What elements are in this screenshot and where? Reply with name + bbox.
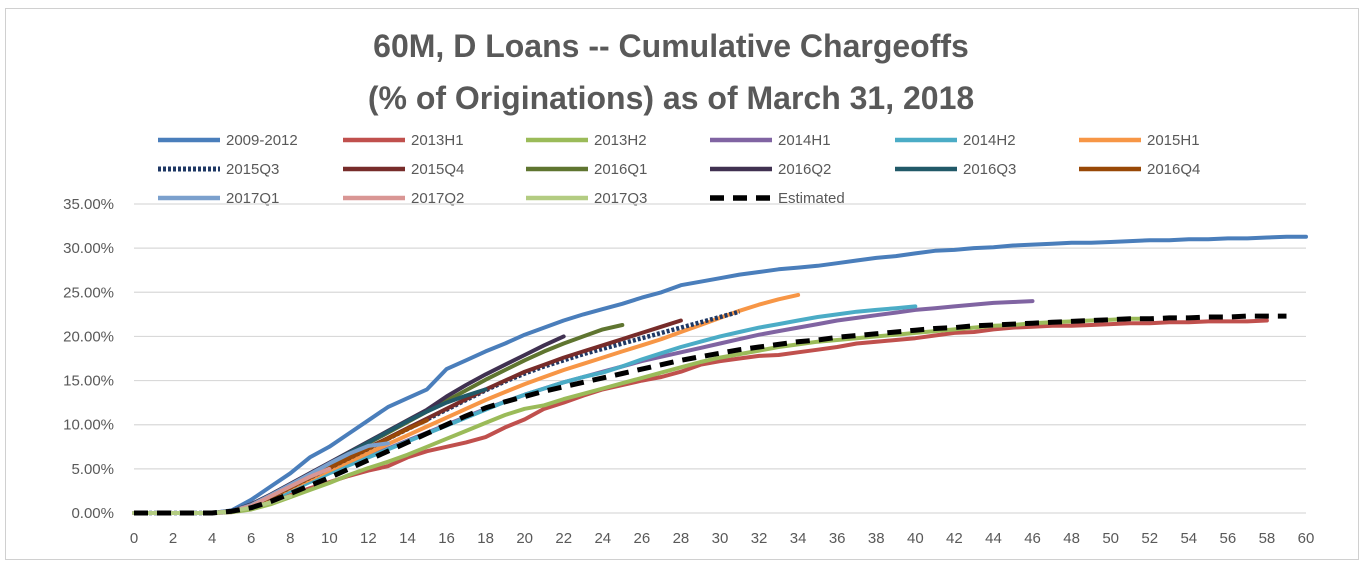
x-tick-label: 44 xyxy=(985,530,1002,547)
x-tick-label: 54 xyxy=(1180,530,1197,547)
y-tick-label: 10.00% xyxy=(63,417,114,434)
legend-label-2017q3: 2017Q3 xyxy=(594,190,647,207)
y-tick-label: 5.00% xyxy=(71,461,114,478)
x-tick-label: 58 xyxy=(1259,530,1276,547)
legend-label-2016q4: 2016Q4 xyxy=(1147,161,1200,178)
x-axis-ticks: 0 2 4 6 8 10 12 14 16 18 20 22 24 26 28 30 32 34 36 38 40 42 4… xyxy=(130,530,1315,547)
series-line-2016q1 xyxy=(132,323,625,515)
x-tick-label: 52 xyxy=(1141,530,1158,547)
legend: 2009-2012 2013H1 2013H2 2014H1 2014H2 2015H1 2… xyxy=(158,132,1200,207)
x-tick-label: 0 xyxy=(130,530,138,547)
legend-label-2013h2: 2013H2 xyxy=(594,132,647,149)
line-chart: 60M, D Loans -- Cumulative Chargeoffs (%… xyxy=(63,28,1315,547)
x-tick-label: 46 xyxy=(1024,530,1041,547)
series-line-2013h1 xyxy=(132,318,1269,515)
x-tick-label: 32 xyxy=(751,530,768,547)
legend-label-estimated: Estimated xyxy=(778,190,845,207)
x-tick-label: 48 xyxy=(1063,530,1080,547)
y-tick-label: 25.00% xyxy=(63,284,114,301)
x-tick-label: 8 xyxy=(286,530,294,547)
y-tick-label: 15.00% xyxy=(63,373,114,390)
y-tick-label: 30.00% xyxy=(63,240,114,257)
legend-label-2014h1: 2014H1 xyxy=(778,132,831,149)
chart-subtitle: (% of Originations) as of March 31, 2018 xyxy=(368,80,974,116)
gridlines xyxy=(134,203,1306,514)
y-tick-label: 35.00% xyxy=(63,196,114,213)
legend-label-2016q1: 2016Q1 xyxy=(594,161,647,178)
x-tick-label: 60 xyxy=(1298,530,1315,547)
series-line-2014h2 xyxy=(132,304,918,515)
x-tick-label: 50 xyxy=(1102,530,1119,547)
x-tick-label: 14 xyxy=(399,530,416,547)
legend-label-2013h1: 2013H1 xyxy=(411,132,464,149)
legend-label-2014h2: 2014H2 xyxy=(963,132,1016,149)
x-tick-label: 2 xyxy=(169,530,177,547)
x-tick-label: 12 xyxy=(360,530,377,547)
x-tick-label: 4 xyxy=(208,530,216,547)
legend-label-2015q4: 2015Q4 xyxy=(411,161,464,178)
legend-label-2017q1: 2017Q1 xyxy=(226,190,279,207)
x-tick-label: 42 xyxy=(946,530,963,547)
x-tick-label: 38 xyxy=(868,530,885,547)
legend-label-2016q2: 2016Q2 xyxy=(778,161,831,178)
x-tick-label: 10 xyxy=(321,530,338,547)
x-tick-label: 36 xyxy=(829,530,846,547)
legend-label-2015q3: 2015Q3 xyxy=(226,161,279,178)
x-tick-label: 30 xyxy=(712,530,729,547)
series-line-estimated xyxy=(134,313,1287,516)
series-lines xyxy=(132,234,1308,516)
series-line-2015q4 xyxy=(132,318,683,515)
chart-area[interactable]: 60M, D Loans -- Cumulative Chargeoffs (%… xyxy=(5,8,1359,560)
x-tick-label: 18 xyxy=(477,530,494,547)
legend-label-2016q3: 2016Q3 xyxy=(963,161,1016,178)
legend-label-2009-2012: 2009-2012 xyxy=(226,132,298,149)
series-line-2009-2012 xyxy=(132,234,1308,515)
x-tick-label: 28 xyxy=(673,530,690,547)
x-tick-label: 40 xyxy=(907,530,924,547)
y-axis-ticks: 0.00% 5.00% 10.00% 15.00% 20.00% 25.00% 30.00%… xyxy=(63,196,114,522)
x-tick-label: 26 xyxy=(634,530,651,547)
chart-title: 60M, D Loans -- Cumulative Chargeoffs xyxy=(373,28,969,64)
x-tick-label: 24 xyxy=(594,530,611,547)
x-tick-label: 16 xyxy=(438,530,455,547)
legend-label-2015h1: 2015H1 xyxy=(1147,132,1200,149)
y-tick-label: 0.00% xyxy=(71,505,114,522)
x-tick-label: 6 xyxy=(247,530,255,547)
x-tick-label: 56 xyxy=(1220,530,1237,547)
legend-label-2017q2: 2017Q2 xyxy=(411,190,464,207)
x-tick-label: 20 xyxy=(516,530,533,547)
series-line-2015h1 xyxy=(132,292,801,515)
y-tick-label: 20.00% xyxy=(63,328,114,345)
x-tick-label: 22 xyxy=(555,530,572,547)
x-tick-label: 34 xyxy=(790,530,807,547)
